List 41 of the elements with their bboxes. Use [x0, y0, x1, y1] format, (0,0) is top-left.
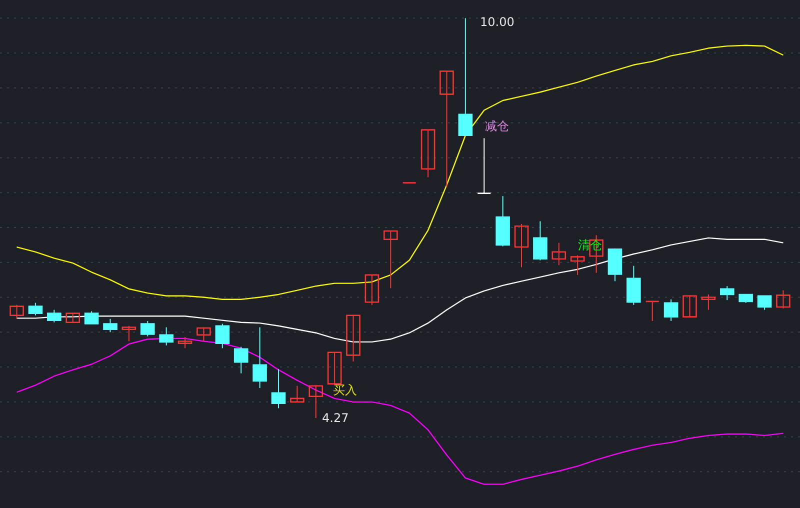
candlestick	[140, 320, 155, 337]
candlestick	[346, 314, 360, 362]
candlestick	[103, 318, 118, 333]
candlestick	[645, 300, 660, 322]
candlestick	[514, 223, 529, 268]
candlestick	[682, 294, 697, 318]
candlestick	[28, 302, 43, 316]
candlestick	[440, 70, 454, 188]
candlestick	[476, 138, 492, 194]
candlestick	[420, 129, 436, 178]
candlestick	[10, 304, 24, 320]
candlestick	[308, 384, 324, 418]
annotation: 10.00	[480, 15, 514, 29]
annotation: 买入	[333, 383, 357, 397]
candlestick	[701, 294, 716, 310]
candlestick	[122, 325, 136, 342]
candlestick	[66, 312, 80, 324]
candlestick	[533, 220, 548, 261]
candlestick	[552, 242, 566, 266]
candlestick	[47, 309, 62, 323]
annotation: 减仓	[485, 119, 509, 133]
candlestick	[664, 298, 678, 322]
candlestick	[159, 326, 174, 346]
candlestick	[215, 323, 230, 349]
candlestick	[84, 310, 99, 324]
candlestick	[720, 286, 734, 301]
annotation: 4.27	[322, 411, 349, 425]
candlestick	[626, 265, 641, 306]
candlestick	[290, 385, 304, 403]
candlestick	[327, 352, 342, 384]
candlestick	[271, 368, 286, 409]
candlestick	[178, 336, 192, 349]
candlestick	[364, 274, 380, 306]
candlestick	[384, 230, 398, 289]
candlestick	[252, 326, 267, 388]
candlestick	[776, 290, 790, 309]
candlestick	[196, 326, 211, 342]
candlestick	[757, 295, 772, 310]
candlestick	[458, 18, 473, 136]
candlestick	[570, 254, 585, 276]
candlestick	[234, 346, 248, 374]
